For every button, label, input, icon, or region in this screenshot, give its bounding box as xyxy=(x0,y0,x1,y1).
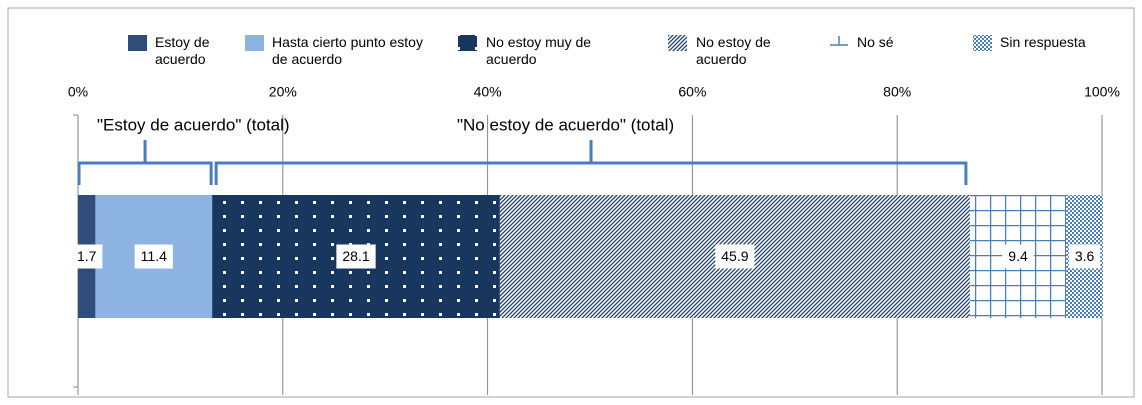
data-label-bg xyxy=(336,244,376,269)
legend-swatch xyxy=(973,35,992,51)
legend-swatch xyxy=(458,35,477,51)
data-label: 3.6 xyxy=(1075,248,1095,264)
legend-swatch xyxy=(245,35,264,51)
data-label: 28.1 xyxy=(342,248,369,264)
data-label: 1.7 xyxy=(77,248,97,264)
data-label-bg xyxy=(1002,244,1034,269)
legend-label: Estoy de acuerdo xyxy=(155,34,210,67)
x-tick-label: 80% xyxy=(883,84,911,100)
data-label-bg xyxy=(715,244,755,269)
legend-label: No estoy de acuerdo xyxy=(696,34,771,67)
data-label-bg xyxy=(1068,244,1101,269)
legend-label: No estoy muy de acuerdo xyxy=(486,34,592,67)
annotation: "No estoy de acuerdo" (total) xyxy=(457,115,674,134)
x-tick-label: 40% xyxy=(474,84,502,100)
x-tick-label: 20% xyxy=(269,84,297,100)
legend-swatch xyxy=(830,36,848,46)
data-label-bg xyxy=(70,244,103,269)
bracket xyxy=(214,140,968,185)
data-label: 45.9 xyxy=(721,248,748,264)
legend-label: Sin respuesta xyxy=(1000,34,1086,50)
data-label-bg xyxy=(134,244,173,269)
x-tick-label: 0% xyxy=(68,84,88,100)
x-tick-label: 100% xyxy=(1084,84,1120,100)
legend-label: No sé xyxy=(857,34,894,50)
legend-label: Hasta cierto punto estoy de acuerdo xyxy=(272,34,423,67)
legend-swatch xyxy=(128,35,147,51)
data-label: 11.4 xyxy=(141,248,167,264)
legend-swatch xyxy=(668,35,687,51)
x-tick-label: 60% xyxy=(678,84,706,100)
data-label: 9.4 xyxy=(1008,248,1028,264)
bracket xyxy=(77,140,213,185)
annotation: "Estoy de acuerdo" (total) xyxy=(97,115,290,134)
chart-border xyxy=(7,7,1135,398)
